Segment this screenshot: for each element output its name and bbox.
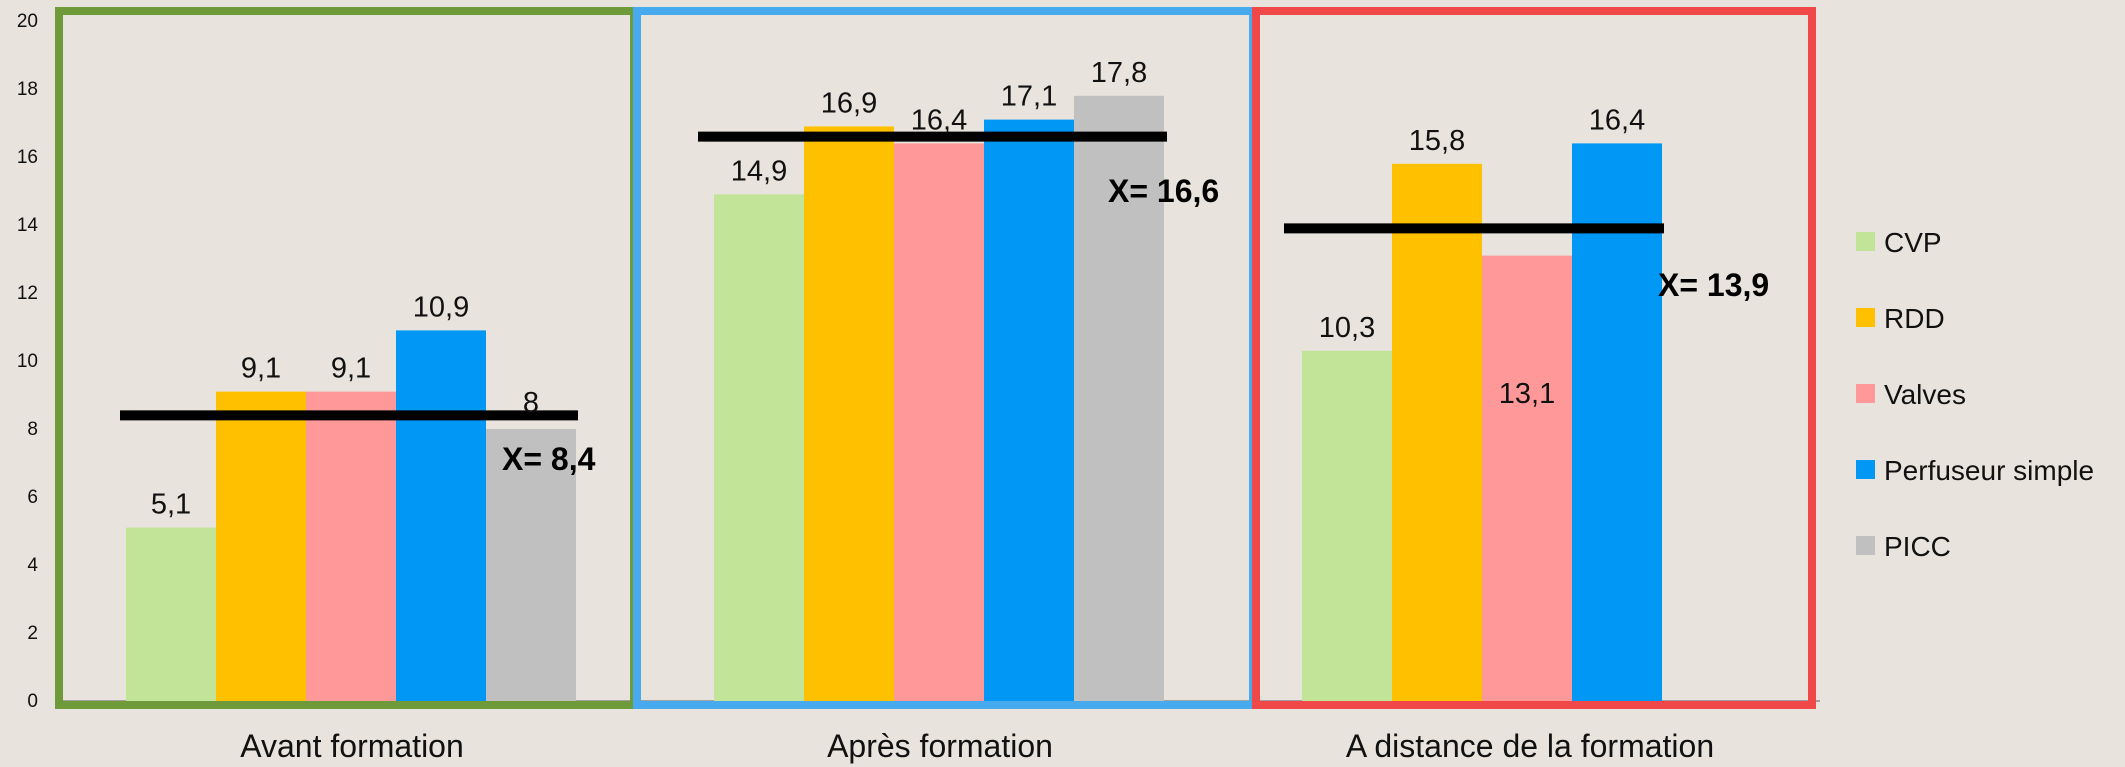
y-tick-label: 18 xyxy=(17,79,38,100)
legend-swatch xyxy=(1856,232,1875,251)
data-label: 15,8 xyxy=(1409,125,1465,157)
y-tick-label: 12 xyxy=(17,283,38,304)
y-tick-label: 6 xyxy=(27,487,38,508)
y-tick-label: 8 xyxy=(27,419,38,440)
bar-valves xyxy=(306,391,396,701)
y-tick-label: 20 xyxy=(17,11,38,32)
data-label: 9,1 xyxy=(331,353,371,385)
category-label: Avant formation xyxy=(240,728,464,764)
data-label: 9,1 xyxy=(241,353,281,385)
legend-label: Perfuseur simple xyxy=(1884,455,2094,486)
legend-swatch xyxy=(1856,460,1875,479)
data-label: 5,1 xyxy=(151,489,191,521)
data-label: 16,4 xyxy=(911,104,967,136)
y-tick-label: 10 xyxy=(17,351,38,372)
legend-swatch xyxy=(1856,536,1875,555)
mean-label: X= 16,6 xyxy=(1108,173,1219,209)
bar-rdd xyxy=(1392,163,1482,702)
data-label: 13,1 xyxy=(1499,378,1555,410)
data-label: 8 xyxy=(523,387,539,419)
category-label: A distance de la formation xyxy=(1346,728,1714,764)
bar-rdd xyxy=(804,126,894,701)
bar-cvp xyxy=(714,194,804,701)
bar-cvp xyxy=(1302,350,1392,701)
legend-label: RDD xyxy=(1884,303,1945,334)
data-label: 17,8 xyxy=(1091,57,1147,89)
legend-label: PICC xyxy=(1884,531,1951,562)
data-label: 10,9 xyxy=(413,291,469,323)
category-labels: Avant formation Après formation A distance… xyxy=(240,728,1714,764)
legend-label: Valves xyxy=(1884,379,1966,410)
data-label: 10,3 xyxy=(1319,312,1375,344)
bar-picc xyxy=(486,429,576,701)
data-label: 16,9 xyxy=(821,87,877,119)
legend-swatch xyxy=(1856,384,1875,403)
bar-perfuseur-simple xyxy=(984,119,1074,702)
group-frame xyxy=(1252,7,1816,709)
mean-label: X= 13,9 xyxy=(1658,267,1769,303)
legend-label: CVP xyxy=(1884,227,1942,258)
data-label: 16,4 xyxy=(1589,104,1645,136)
bar-perfuseur-simple xyxy=(396,330,486,701)
legend-swatch xyxy=(1856,308,1875,327)
mean-label: X= 8,4 xyxy=(502,441,596,477)
value-labels: 5,1 9,1 9,1 10,9 8 14,9 16,9 16,4 17,1 17,8 10,3 15… xyxy=(151,57,1645,521)
bar-rdd xyxy=(216,391,306,701)
bar-cvp xyxy=(126,527,216,701)
group-frames xyxy=(55,7,1816,709)
y-tick-label: 2 xyxy=(27,623,38,644)
y-tick-label: 16 xyxy=(17,147,38,168)
bar-picc xyxy=(1074,95,1164,702)
y-tick-label: 0 xyxy=(27,691,38,712)
bar-valves xyxy=(894,143,984,701)
data-label: 17,1 xyxy=(1001,81,1057,113)
bar-perfuseur-simple xyxy=(1572,143,1662,701)
bar-valves xyxy=(1482,255,1572,701)
mean-lines: X= 8,4 X= 16,6 X= 13,9 xyxy=(120,131,1769,477)
y-tick-label: 4 xyxy=(27,555,38,576)
category-label: Après formation xyxy=(827,728,1053,764)
bars-layer xyxy=(126,95,1662,702)
data-label: 14,9 xyxy=(731,155,787,187)
legend: CVP RDD Valves Perfuseur simple PICC xyxy=(1856,227,2094,562)
y-tick-label: 14 xyxy=(17,215,39,236)
